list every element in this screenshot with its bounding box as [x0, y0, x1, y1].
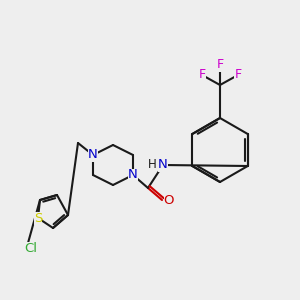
Text: F: F: [198, 68, 206, 82]
Text: N: N: [88, 148, 98, 161]
Text: N: N: [128, 169, 138, 182]
Text: H: H: [148, 158, 156, 172]
Text: S: S: [34, 212, 42, 224]
Text: N: N: [158, 158, 168, 172]
Text: Cl: Cl: [25, 242, 38, 254]
Text: F: F: [216, 58, 224, 71]
Text: O: O: [164, 194, 174, 206]
Text: F: F: [234, 68, 242, 82]
